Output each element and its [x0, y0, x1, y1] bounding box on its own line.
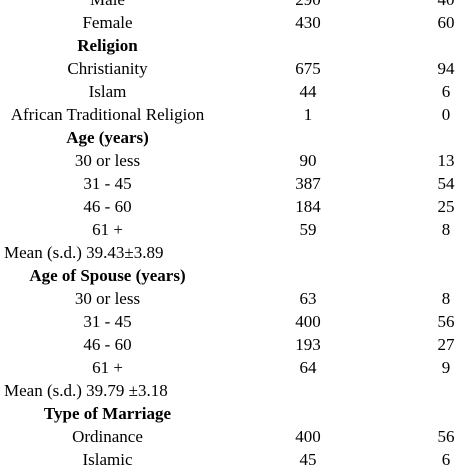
count-cell: 63 [299, 289, 317, 308]
count-cell: 193 [295, 335, 321, 354]
table-row: Islamic 45 6 [0, 448, 474, 471]
row-label: 61 + [92, 220, 123, 239]
mean-row: Mean (s.d.) 39.43±3.89 [0, 241, 474, 264]
table-row: Ordinance 400 56 [0, 425, 474, 448]
count-cell: 400 [295, 312, 321, 331]
table-row: 30 or less 63 8 [0, 287, 474, 310]
row-label: 30 or less [74, 289, 141, 308]
count-cell: 430 [295, 13, 321, 32]
section-header-row: Religion [0, 34, 474, 57]
row-label: Islamic [82, 450, 133, 469]
row-label: Male [0, 0, 215, 11]
percent-cell: 8 [441, 289, 451, 308]
percent-cell: 56 [437, 312, 455, 331]
table-row: Male 290 40 [0, 0, 474, 11]
table-row: 46 - 60 193 27 [0, 333, 474, 356]
count-cell: 387 [295, 174, 321, 193]
row-label: Christianity [67, 59, 148, 78]
count-cell: 400 [295, 427, 321, 446]
section-title: Religion [77, 36, 138, 55]
count-cell: 675 [295, 59, 321, 78]
percent-cell: 56 [437, 427, 455, 446]
row-label: 46 - 60 [83, 335, 132, 354]
table-row: 61 + 64 9 [0, 356, 474, 379]
mean-sd-label: Mean (s.d.) 39.79 ±3.18 [4, 381, 168, 400]
count-cell: 44 [299, 82, 317, 101]
percent-cell: 9 [441, 358, 451, 377]
section-title: Age of Spouse (years) [29, 266, 186, 285]
section-title: Age (years) [66, 128, 149, 147]
row-label: 31 - 45 [83, 174, 132, 193]
table-row: Islam 44 6 [0, 80, 474, 103]
mean-row: Mean (s.d.) 39.79 ±3.18 [0, 379, 474, 402]
table-row: African Traditional Religion 1 0 [0, 103, 474, 126]
percent-cell: 13 [437, 151, 455, 170]
count-cell: 184 [295, 197, 321, 216]
section-header-row: Age (years) [0, 126, 474, 149]
percent-cell: 6 [441, 82, 451, 101]
row-label: Ordinance [72, 427, 143, 446]
row-label: 61 + [92, 358, 123, 377]
percent-cell: 94 [437, 59, 455, 78]
percent-cell: 54 [437, 174, 455, 193]
table-row: Christianity 675 94 [0, 57, 474, 80]
row-label: Female [82, 13, 133, 32]
table-row: 31 - 45 400 56 [0, 310, 474, 333]
table-row: 31 - 45 387 54 [0, 172, 474, 195]
count-cell: 64 [299, 358, 317, 377]
mean-sd-label: Mean (s.d.) 39.43±3.89 [4, 243, 164, 262]
count-cell: 59 [299, 220, 317, 239]
section-header-row: Age of Spouse (years) [0, 264, 474, 287]
count-cell: 45 [299, 450, 317, 469]
percent-cell: 8 [441, 220, 451, 239]
row-label: 46 - 60 [83, 197, 132, 216]
table-row: 61 + 59 8 [0, 218, 474, 241]
percent-cell: 25 [437, 197, 455, 216]
table-row: 30 or less 90 13 [0, 149, 474, 172]
row-label: 31 - 45 [83, 312, 132, 331]
table-row: 46 - 60 184 25 [0, 195, 474, 218]
count-cell: 290 [268, 0, 348, 11]
row-label: 30 or less [74, 151, 141, 170]
section-title: Type of Marriage [43, 404, 172, 423]
row-label: African Traditional Religion [10, 105, 205, 124]
count-cell: 90 [299, 151, 317, 170]
row-label: Islam [88, 82, 127, 101]
percent-cell: 27 [437, 335, 455, 354]
percent-cell: 6 [441, 450, 451, 469]
percent-cell: 0 [441, 105, 451, 124]
count-cell: 1 [303, 105, 313, 124]
percent-cell: 60 [437, 13, 455, 32]
table-row: Female 430 60 [0, 11, 474, 34]
percent-cell: 40 [418, 0, 474, 11]
section-header-row: Type of Marriage [0, 402, 474, 425]
